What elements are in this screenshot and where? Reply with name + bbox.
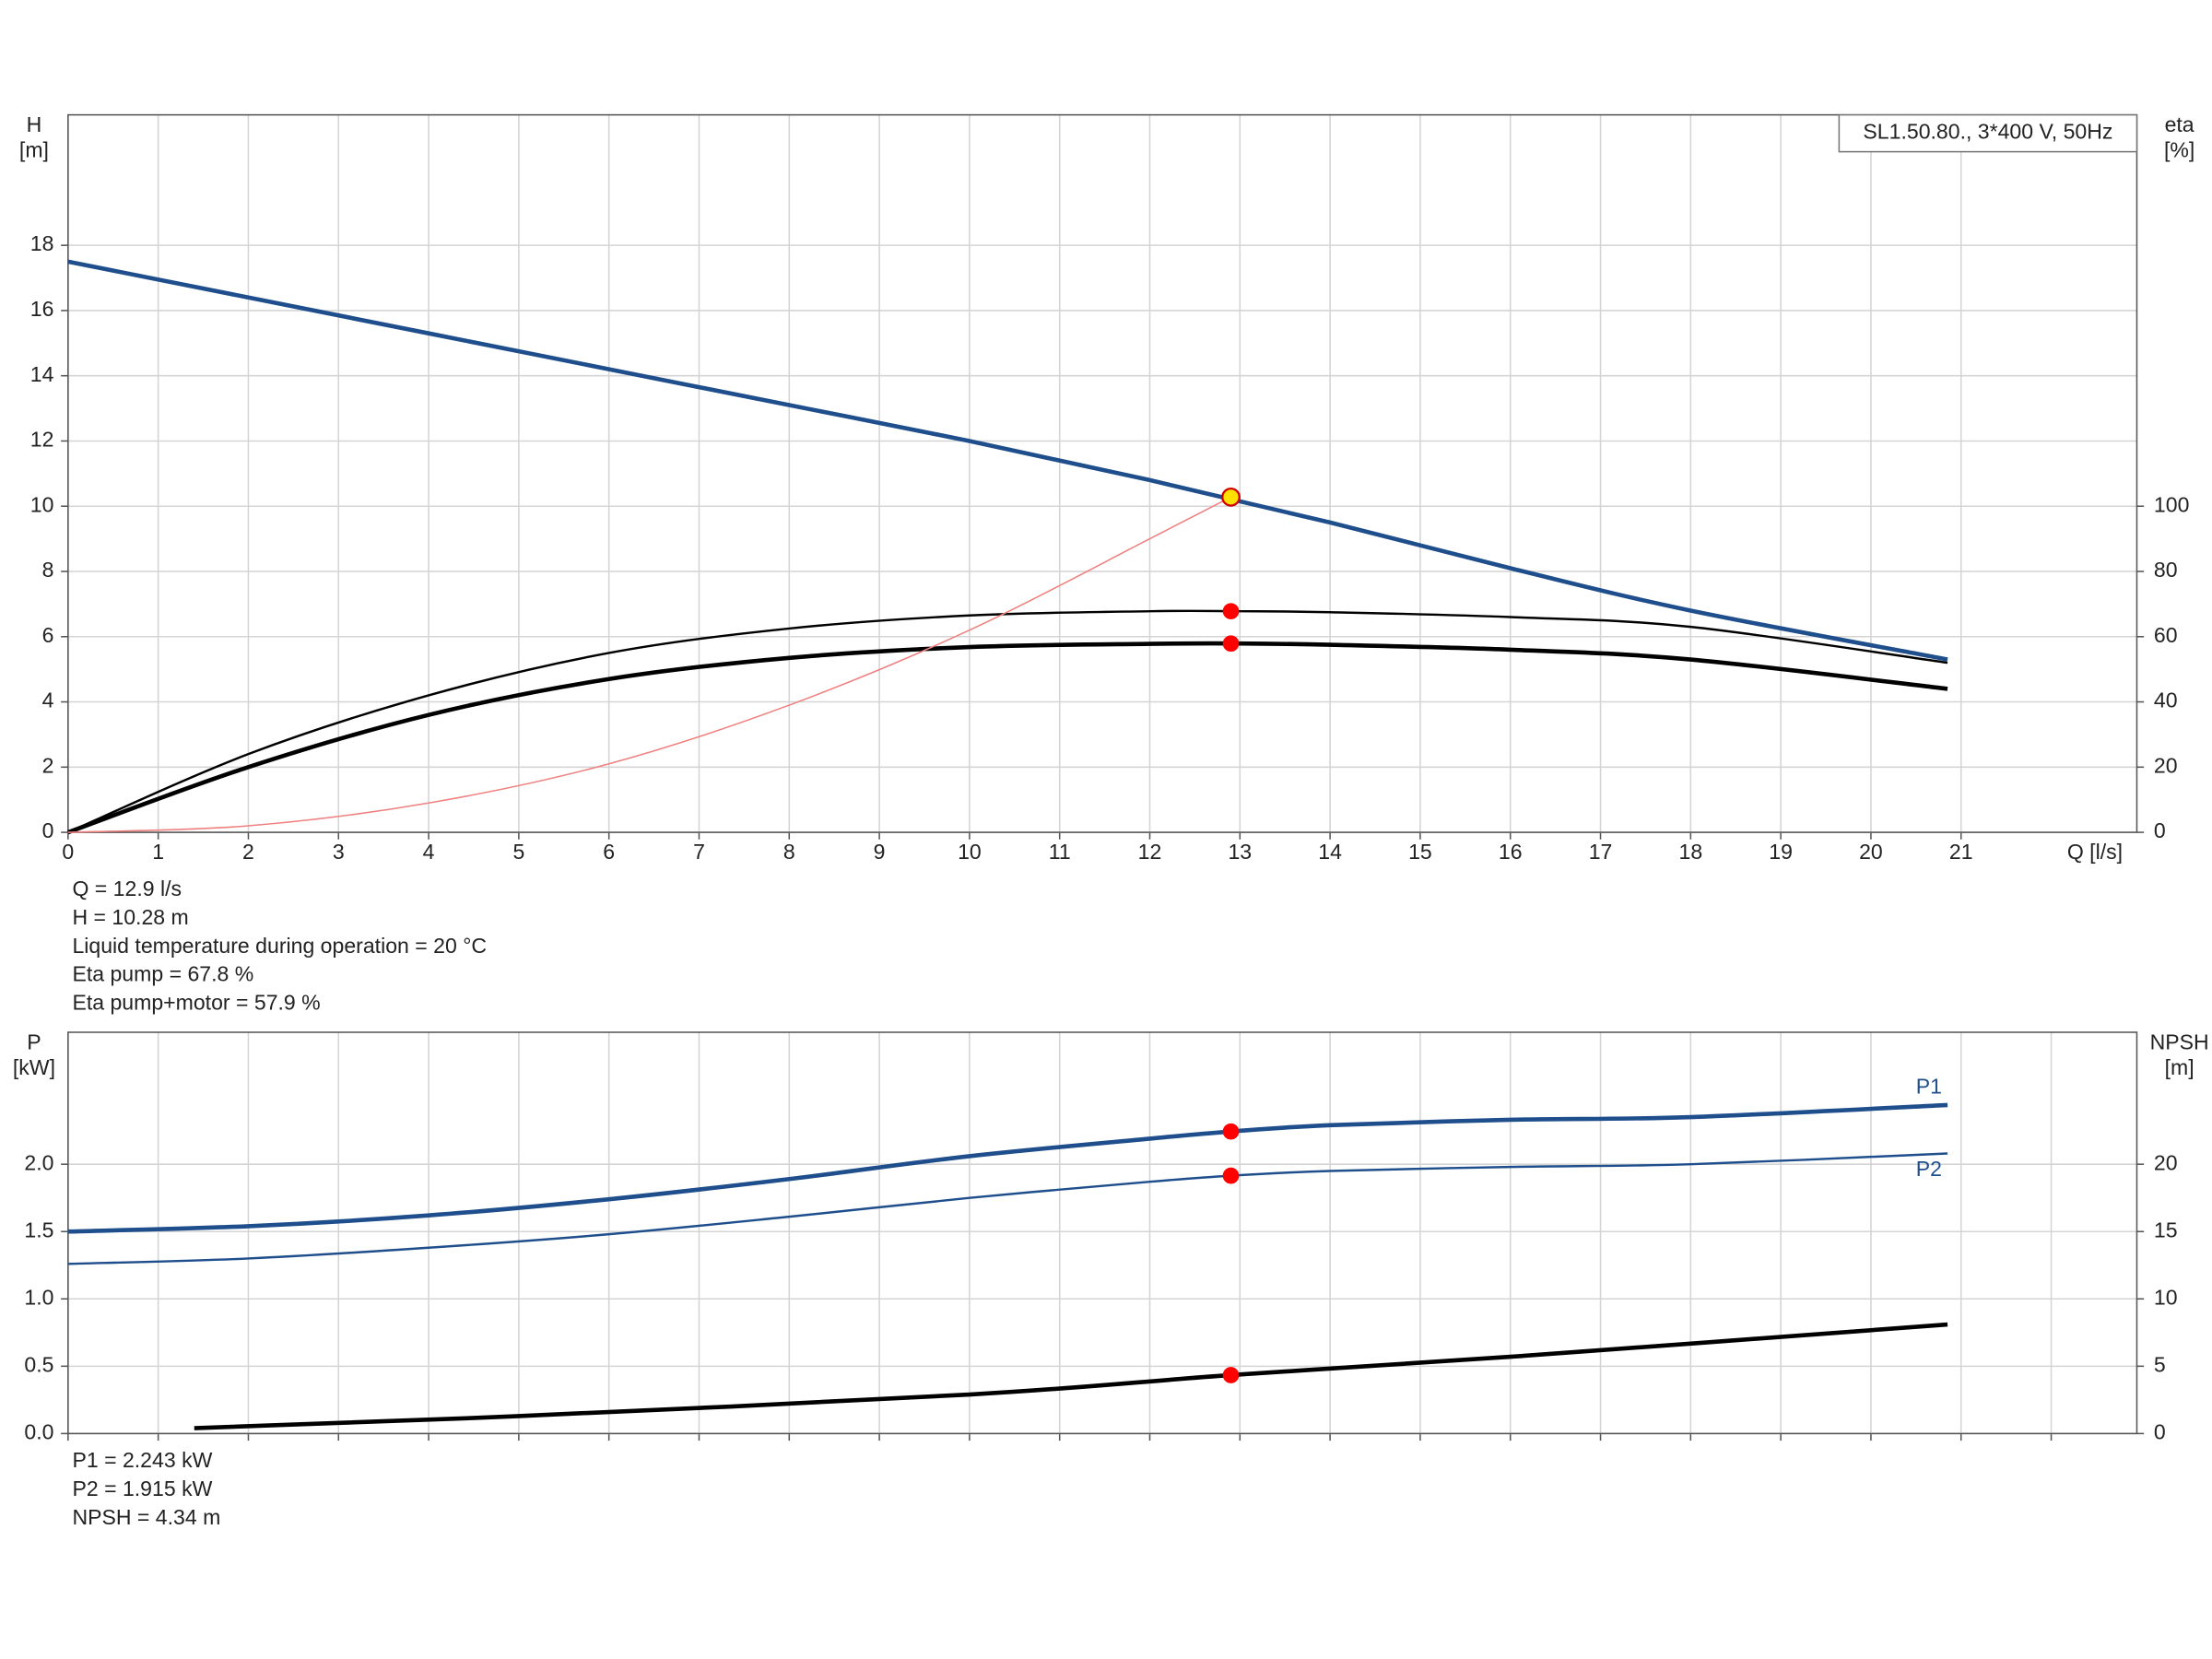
y2-axis-label: [%]: [2164, 138, 2194, 162]
y-tick-label: 4: [42, 688, 54, 712]
y2-tick-label: 80: [2154, 558, 2178, 582]
y-tick-label: 2: [42, 753, 54, 777]
operating-point: [1222, 1167, 1240, 1184]
operating-point: [1221, 487, 1241, 507]
curve: [67, 641, 1948, 835]
info-line: H = 10.28 m: [72, 905, 188, 929]
legend-box: [1838, 113, 2138, 153]
y-tick-label: 8: [42, 558, 54, 582]
x-tick-label: 6: [603, 840, 615, 864]
y2-axis-label: eta: [2165, 112, 2194, 136]
x-tick-label: 19: [1769, 840, 1793, 864]
operating-point: [1222, 635, 1240, 653]
x-tick-label: 7: [693, 840, 705, 864]
y-tick-label: 10: [30, 492, 54, 516]
x-tick-label: 15: [1408, 840, 1432, 864]
x-tick-label: 5: [512, 840, 524, 864]
y2-tick-label: 20: [2154, 1150, 2178, 1174]
x-tick-label: 18: [1679, 840, 1703, 864]
y2-tick-label: 20: [2154, 753, 2178, 777]
x-tick-label: 20: [1859, 840, 1883, 864]
x-tick-label: 1: [152, 840, 164, 864]
y2-tick-label: 40: [2154, 688, 2178, 712]
y-tick-label: 12: [30, 428, 54, 452]
y2-tick-label: 0: [2154, 1419, 2166, 1443]
x-tick-label: 16: [1499, 840, 1523, 864]
y2-tick-label: 100: [2154, 492, 2189, 516]
y-tick-label: 0.5: [24, 1352, 53, 1376]
info-line: P1 = 2.243 kW: [72, 1448, 212, 1472]
x-tick-label: 21: [1949, 840, 1973, 864]
y-tick-label: 1.0: [24, 1285, 53, 1309]
y-axis-label: P: [27, 1030, 41, 1053]
x-tick-label: 12: [1138, 840, 1162, 864]
x-tick-label: 4: [423, 840, 435, 864]
x-tick-label: 3: [333, 840, 345, 864]
curve: [67, 496, 1231, 833]
x-tick-label: 9: [874, 840, 886, 864]
legend-text: SL1.50.80., 3*400 V, 50Hz: [1863, 120, 2112, 144]
y2-tick-label: 15: [2154, 1218, 2178, 1241]
plot-frame: [67, 113, 2138, 833]
curve: [67, 1102, 1948, 1234]
operating-point: [1222, 1123, 1240, 1140]
curve: [67, 259, 1948, 662]
operating-point: [1222, 603, 1240, 620]
x-tick-label: 14: [1318, 840, 1342, 864]
y2-axis-label: [m]: [2165, 1055, 2194, 1079]
y-tick-label: 6: [42, 623, 54, 647]
plot-frame: [67, 1031, 2138, 1435]
info-line: P2 = 1.915 kW: [72, 1477, 212, 1500]
operating-point: [1222, 1367, 1240, 1383]
curve: [194, 1322, 1948, 1430]
y2-tick-label: 5: [2154, 1352, 2166, 1376]
y-tick-label: 2.0: [24, 1150, 53, 1174]
y-axis-label: [kW]: [13, 1055, 55, 1079]
y-tick-label: 0.0: [24, 1419, 53, 1443]
x-tick-label: 13: [1228, 840, 1252, 864]
series-label: P2: [1916, 1157, 1942, 1181]
series-label: P1: [1916, 1075, 1942, 1099]
info-line: Liquid temperature during operation = 20…: [72, 934, 487, 958]
y2-tick-label: 10: [2154, 1285, 2178, 1309]
x-axis-label: Q [l/s]: [2067, 840, 2123, 864]
x-tick-label: 17: [1589, 840, 1613, 864]
y-axis-label: [m]: [19, 138, 49, 162]
y-tick-label: 16: [30, 297, 54, 321]
y-tick-label: 0: [42, 818, 54, 842]
x-tick-label: 2: [242, 840, 254, 864]
x-tick-label: 11: [1049, 840, 1071, 864]
y-tick-label: 14: [30, 362, 54, 386]
y2-axis-label: NPSH: [2150, 1030, 2209, 1053]
y2-tick-label: 0: [2154, 818, 2166, 842]
curve: [67, 1152, 1948, 1265]
info-line: Eta pump = 67.8 %: [72, 962, 253, 986]
x-tick-label: 0: [62, 840, 74, 864]
info-line: NPSH = 4.34 m: [72, 1505, 220, 1529]
x-tick-label: 10: [958, 840, 982, 864]
y-tick-label: 1.5: [24, 1218, 53, 1241]
y-tick-label: 18: [30, 231, 54, 255]
y2-tick-label: 60: [2154, 623, 2178, 647]
info-line: Eta pump+motor = 57.9 %: [72, 990, 320, 1014]
x-tick-label: 8: [783, 840, 795, 864]
info-line: Q = 12.9 l/s: [72, 877, 182, 900]
y-axis-label: H: [27, 112, 42, 136]
